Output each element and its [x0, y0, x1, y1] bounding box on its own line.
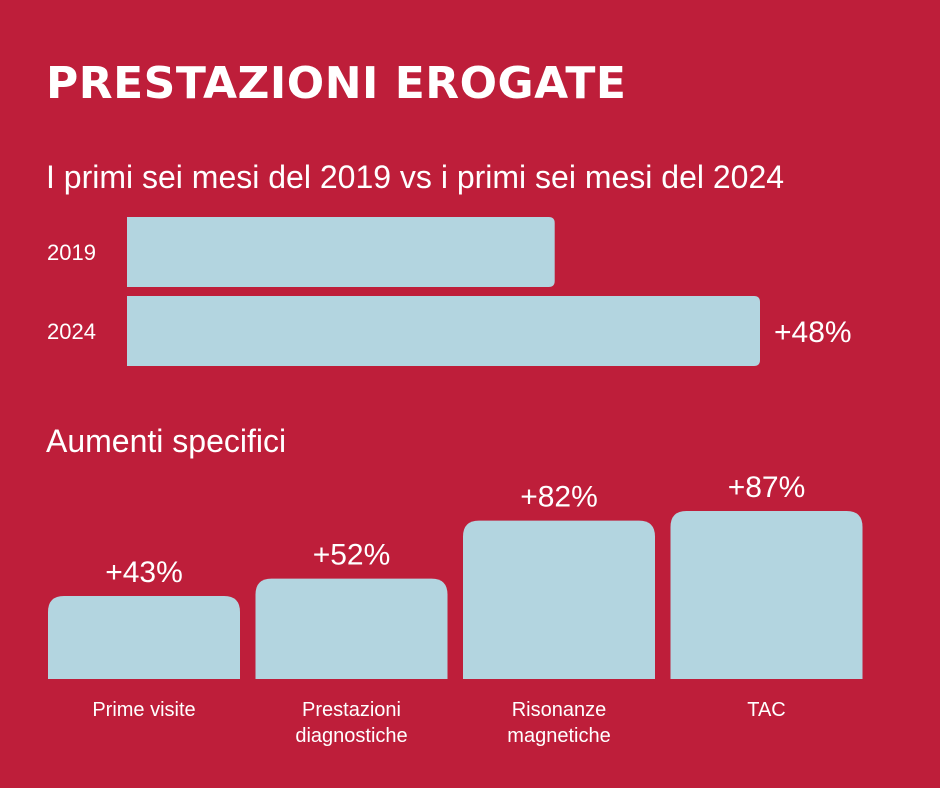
hbar-category-label: 2019 — [47, 240, 96, 265]
chart-subtitle: I primi sei mesi del 2019 vs i primi sei… — [46, 159, 785, 195]
vbar-3 — [463, 520, 655, 679]
section-title: Aumenti specifici — [46, 423, 287, 459]
hbar-2024 — [127, 296, 760, 366]
vbar-category-label: Prime visite — [92, 699, 195, 721]
vbar-category-label: TAC — [747, 699, 786, 721]
hbar-category-label: 2024 — [47, 319, 96, 344]
vbar-data-label: +43% — [105, 556, 183, 589]
vbar-data-label: +87% — [728, 471, 806, 504]
vbar-2 — [255, 578, 448, 679]
vbar-data-label: +52% — [313, 539, 391, 572]
vbar-4 — [670, 511, 863, 679]
vbar-1 — [48, 595, 240, 679]
hbar-2019 — [127, 217, 555, 287]
page-title: PRESTAZIONI EROGATE — [46, 58, 627, 109]
hbar-data-label: +48% — [774, 316, 852, 349]
vbar-category-label: Risonanze magnetiche — [507, 699, 610, 747]
vbar-category-label: Prestazioni diagnostiche — [295, 699, 407, 747]
vbar-data-label: +82% — [520, 481, 598, 514]
